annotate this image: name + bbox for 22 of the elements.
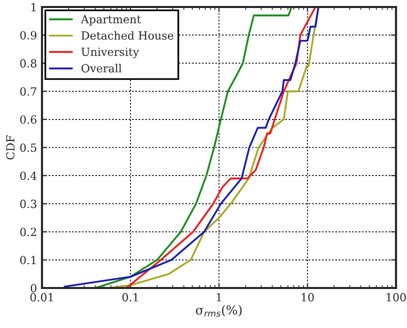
x-axis-title: σ$_{rms}$(%) [196,305,242,317]
y-tick-label: 1 [31,2,36,12]
y-tick-label: 0.5 [20,143,36,152]
y-tick-label: 0.7 [20,87,36,96]
y-tick-label: 0 [30,284,36,292]
y-tick-label: 0.3 [20,200,36,208]
x-tick-label: 100 [386,293,406,302]
x-tick-label: 0.1 [122,293,138,302]
y-tick-label: 0.1 [20,256,36,264]
x-tick-label: 0.01 [30,293,53,302]
legend-label: Detached House [82,31,174,40]
y-tick-label: 0.8 [20,59,36,68]
y-axis-title: CDF [6,135,15,160]
y-tick-label: 0.6 [20,115,36,124]
legend-label: Overall [82,64,122,72]
x-tick-label: 1 [216,293,221,302]
y-tick-label: 0.4 [20,172,37,180]
legend-label: Apartment [80,15,142,26]
legend-label: University [81,48,140,58]
y-tick-label: 0.9 [20,31,36,40]
y-tick-label: 0.2 [20,228,36,236]
x-tick-label: 10 [302,293,314,302]
